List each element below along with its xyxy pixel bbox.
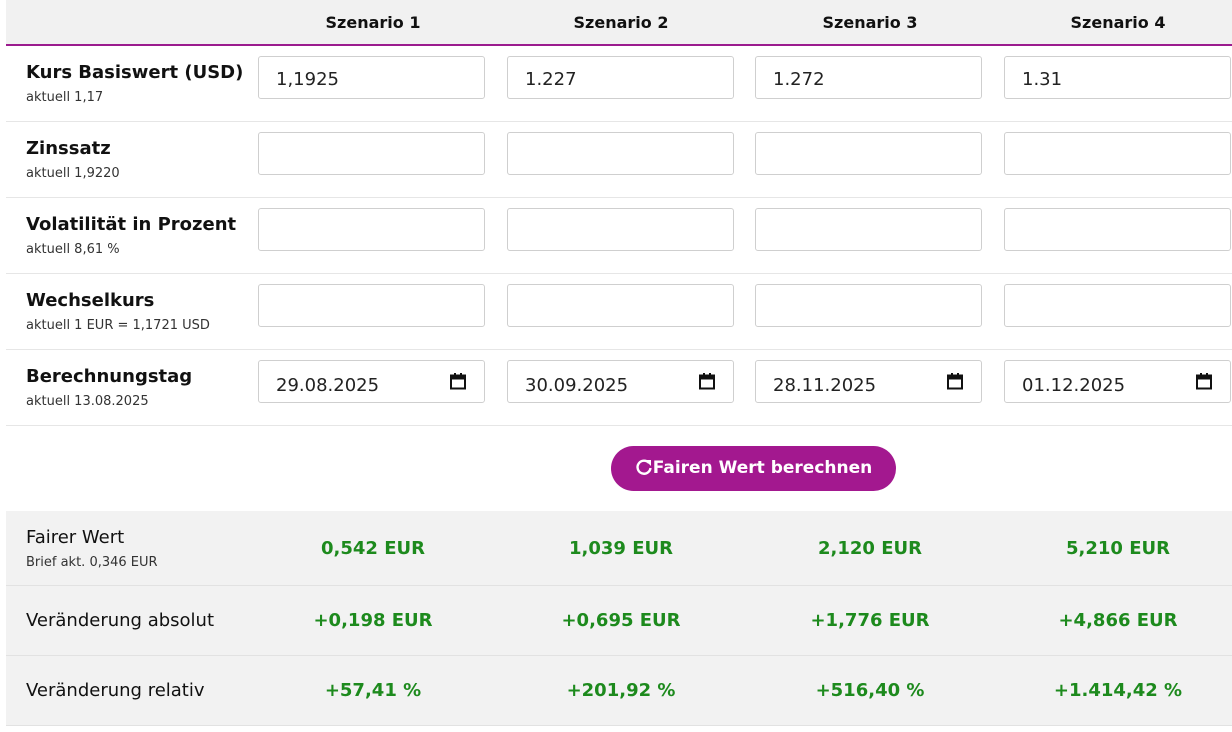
input-value: 1.227 [525, 69, 577, 90]
text-input[interactable] [755, 132, 982, 175]
text-input[interactable] [507, 132, 734, 175]
date-input[interactable]: 29.08.2025 [258, 360, 485, 403]
date-value: 01.12.2025 [1022, 375, 1126, 396]
input-value: 1,1925 [276, 69, 339, 90]
text-input[interactable] [507, 208, 734, 251]
result-value: +516,40 % [815, 680, 925, 701]
input-row [6, 198, 1232, 274]
date-input[interactable]: 28.11.2025 [755, 360, 982, 403]
text-input[interactable]: 1,1925 [258, 56, 485, 99]
text-input[interactable] [1004, 208, 1231, 251]
text-input[interactable] [507, 284, 734, 327]
calendar-icon[interactable] [699, 373, 715, 390]
column-header: Szenario 4 [1070, 13, 1166, 32]
row-label: Kurs Basiswert (USD) [26, 62, 244, 83]
result-hint: Brief akt. 0,346 EUR [26, 555, 158, 570]
date-value: 28.11.2025 [773, 375, 877, 396]
text-input[interactable]: 1.31 [1004, 56, 1231, 99]
result-value: 1,039 EUR [569, 538, 673, 559]
row-hint: aktuell 1,17 [26, 90, 104, 105]
calendar-icon[interactable] [1196, 373, 1212, 390]
date-value: 29.08.2025 [276, 375, 380, 396]
date-input[interactable]: 30.09.2025 [507, 360, 734, 403]
calendar-icon[interactable] [947, 373, 963, 390]
row-hint: aktuell 1 EUR = 1,1721 USD [26, 318, 210, 333]
input-row [6, 274, 1232, 350]
calculate-button[interactable]: Fairen Wert berechnen [611, 446, 896, 491]
text-input[interactable] [1004, 132, 1231, 175]
result-value: 5,210 EUR [1066, 538, 1170, 559]
row-hint: aktuell 13.08.2025 [26, 394, 149, 409]
result-value: 2,120 EUR [818, 538, 922, 559]
row-label: Wechselkurs [26, 290, 155, 311]
date-input[interactable]: 01.12.2025 [1004, 360, 1231, 403]
text-input[interactable] [258, 208, 485, 251]
result-value: +57,41 % [324, 680, 422, 701]
input-value: 1.272 [773, 69, 825, 90]
column-header: Szenario 3 [822, 13, 918, 32]
input-row [6, 350, 1232, 426]
row-label: Berechnungstag [26, 366, 193, 387]
text-input[interactable] [258, 284, 485, 327]
text-input[interactable] [755, 208, 982, 251]
result-value: +1.414,42 % [1053, 680, 1183, 701]
result-value: +0,198 EUR [313, 610, 433, 631]
text-input[interactable] [258, 132, 485, 175]
input-row [6, 122, 1232, 198]
column-header: Szenario 2 [573, 13, 669, 32]
text-input[interactable]: 1.272 [755, 56, 982, 99]
result-label: Veränderung relativ [26, 680, 205, 701]
input-value: 1.31 [1022, 69, 1063, 90]
header-bar [6, 0, 1232, 46]
text-input[interactable]: 1.227 [507, 56, 734, 99]
text-input[interactable] [1004, 284, 1231, 327]
refresh-icon [636, 459, 652, 475]
result-value: +1,776 EUR [810, 610, 930, 631]
result-row [6, 511, 1232, 586]
result-label: Fairer Wert [26, 527, 125, 548]
row-hint: aktuell 1,9220 [26, 166, 120, 181]
calendar-icon[interactable] [450, 373, 466, 390]
button-label: Fairen Wert berechnen [652, 458, 873, 478]
result-row [6, 586, 1232, 656]
result-label: Veränderung absolut [26, 610, 215, 631]
result-value: 0,542 EUR [321, 538, 425, 559]
result-value: +0,695 EUR [561, 610, 681, 631]
result-value: +201,92 % [566, 680, 676, 701]
result-value: +4,866 EUR [1058, 610, 1178, 631]
row-hint: aktuell 8,61 % [26, 242, 120, 257]
row-label: Zinssatz [26, 138, 111, 159]
input-row [6, 46, 1232, 122]
row-label: Volatilität in Prozent [26, 214, 237, 235]
result-row [6, 656, 1232, 726]
date-value: 30.09.2025 [525, 375, 629, 396]
column-header: Szenario 1 [325, 13, 421, 32]
text-input[interactable] [755, 284, 982, 327]
